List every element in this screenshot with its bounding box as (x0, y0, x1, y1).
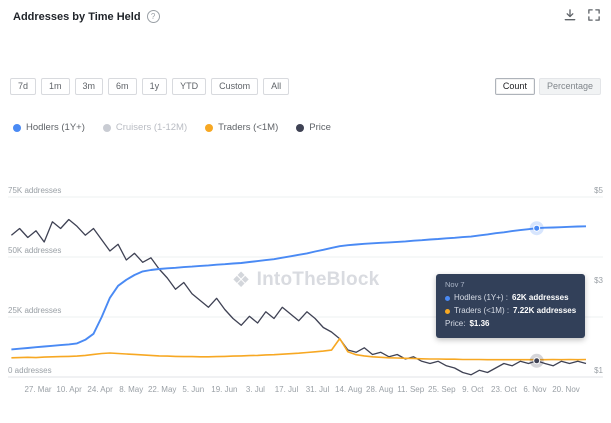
svg-text:14. Aug: 14. Aug (335, 385, 362, 394)
svg-text:8. May: 8. May (119, 385, 143, 394)
range-3m-button[interactable]: 3m (74, 78, 104, 95)
price-series-dot (296, 123, 305, 132)
svg-text:5. Jun: 5. Jun (182, 385, 204, 394)
hodlers-series-dot (13, 123, 21, 132)
range-1y-button[interactable]: 1y (141, 78, 168, 95)
intotheblock-watermark: ❖ IntoTheBlock (0, 268, 611, 293)
download-icon[interactable] (563, 8, 577, 22)
page-title: Addresses by Time Held (13, 10, 141, 23)
tooltip-price-row: Price: $1.36 (445, 319, 576, 330)
svg-text:17. Jul: 17. Jul (275, 385, 299, 394)
legend-label: Hodlers (1Y+) (26, 122, 85, 133)
chart-header: Addresses by Time Held ? (13, 10, 160, 23)
svg-text:20. Nov: 20. Nov (552, 385, 580, 394)
tooltip-label: Price: (445, 318, 466, 328)
watermark-text: IntoTheBlock (256, 269, 380, 290)
svg-text:22. May: 22. May (148, 385, 176, 394)
svg-text:27. Mar: 27. Mar (24, 385, 51, 394)
percentage-toggle-button[interactable]: Percentage (538, 78, 601, 95)
chart-legend: Hodlers (1Y+) Cruisers (1-12M) Traders (… (13, 122, 331, 133)
legend-label: Cruisers (1-12M) (115, 122, 188, 133)
svg-text:28. Aug: 28. Aug (366, 385, 393, 394)
legend-item-price[interactable]: Price (296, 122, 331, 133)
svg-text:24. Apr: 24. Apr (87, 385, 113, 394)
svg-text:0 addresses: 0 addresses (8, 366, 52, 375)
svg-text:75K addresses: 75K addresses (8, 186, 61, 195)
svg-text:50K addresses: 50K addresses (8, 246, 61, 255)
tooltip-value: $1.36 (469, 318, 490, 328)
legend-item-hodlers[interactable]: Hodlers (1Y+) (13, 122, 85, 133)
svg-text:$1: $1 (594, 366, 603, 375)
range-ytd-button[interactable]: YTD (172, 78, 207, 95)
tooltip-hodlers-row: Hodlers (1Y+) : 62K addresses (445, 293, 576, 304)
tooltip-value: 62K addresses (512, 293, 569, 303)
expand-icon[interactable] (587, 8, 601, 22)
chart-controls: 7d 1m 3m 6m 1y YTD Custom All Count Perc… (0, 78, 611, 95)
range-7d-button[interactable]: 7d (10, 78, 37, 95)
traders-dot (445, 308, 450, 314)
tooltip-value: 7.22K addresses (513, 305, 577, 315)
legend-item-traders[interactable]: Traders (<1M) (205, 122, 278, 133)
svg-text:9. Oct: 9. Oct (462, 385, 484, 394)
range-custom-button[interactable]: Custom (211, 78, 259, 95)
tooltip-label: Hodlers (1Y+) : (454, 293, 509, 303)
svg-text:25K addresses: 25K addresses (8, 306, 61, 315)
cruisers-series-dot (102, 123, 111, 132)
svg-text:11. Sep: 11. Sep (397, 385, 425, 394)
svg-text:3. Jul: 3. Jul (246, 385, 265, 394)
svg-text:25. Sep: 25. Sep (428, 385, 456, 394)
svg-text:10. Apr: 10. Apr (56, 385, 82, 394)
tooltip-traders-row: Traders (<1M) : 7.22K addresses (445, 306, 576, 317)
range-6m-button[interactable]: 6m (108, 78, 137, 95)
traders-series-dot (205, 123, 214, 132)
count-percentage-toggle: Count Percentage (494, 78, 601, 95)
legend-label: Price (309, 122, 331, 133)
svg-text:$5: $5 (594, 186, 603, 195)
count-toggle-button[interactable]: Count (494, 78, 535, 95)
legend-label: Traders (<1M) (218, 122, 279, 133)
svg-text:19. Jun: 19. Jun (211, 385, 237, 394)
info-icon[interactable]: ? (146, 10, 160, 23)
intotheblock-logo-icon: ❖ (231, 269, 251, 292)
chart-actions (563, 8, 601, 22)
legend-item-cruisers[interactable]: Cruisers (1-12M) (102, 122, 188, 133)
time-range-selector: 7d 1m 3m 6m 1y YTD Custom All (10, 78, 290, 95)
svg-text:6. Nov: 6. Nov (523, 385, 546, 394)
svg-text:23. Oct: 23. Oct (491, 385, 518, 394)
svg-text:31. Jul: 31. Jul (306, 385, 330, 394)
hodlers-dot (445, 296, 450, 302)
range-all-button[interactable]: All (263, 78, 290, 95)
range-1m-button[interactable]: 1m (41, 78, 70, 95)
tooltip-label: Traders (<1M) : (454, 305, 510, 315)
